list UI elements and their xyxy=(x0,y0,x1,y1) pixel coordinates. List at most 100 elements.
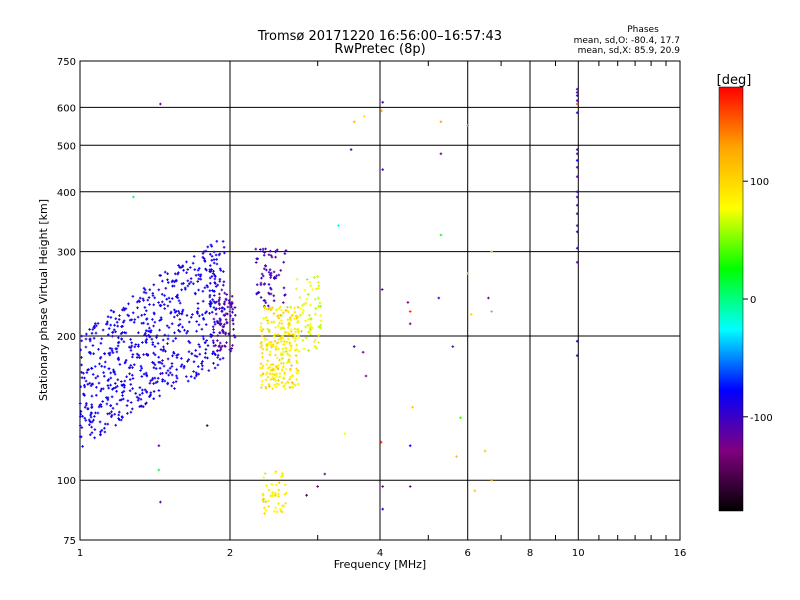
echo-point xyxy=(288,333,291,336)
echo-point xyxy=(131,355,134,359)
echo-point xyxy=(217,345,221,348)
echo-point xyxy=(284,382,287,385)
echo-point xyxy=(96,411,100,415)
echo-point xyxy=(265,363,268,366)
echo-point xyxy=(113,412,116,416)
echo-point xyxy=(178,318,182,321)
echo-point xyxy=(575,203,579,207)
echo-point xyxy=(111,334,114,338)
y-axis-ticks: 75 100 200 300 400 500 600 750 xyxy=(57,57,76,547)
echo-point xyxy=(184,288,187,291)
echo-point xyxy=(131,377,135,380)
echo-point xyxy=(192,360,196,363)
echo-point xyxy=(139,369,142,372)
echo-point xyxy=(135,352,139,356)
echo-point xyxy=(483,449,487,453)
echo-point xyxy=(213,352,216,355)
echo-point xyxy=(121,391,124,394)
echo-point xyxy=(222,280,226,284)
echo-point xyxy=(265,344,269,348)
echo-point xyxy=(257,291,261,294)
echo-point xyxy=(289,328,293,331)
echo-point xyxy=(182,282,185,285)
echo-point xyxy=(212,306,216,309)
echo-point xyxy=(146,353,150,357)
echo-point xyxy=(173,311,177,314)
echo-point xyxy=(270,321,273,324)
echo-point xyxy=(151,292,155,295)
echo-point xyxy=(408,485,412,488)
echo-point xyxy=(232,322,235,326)
echo-point xyxy=(301,339,305,342)
colorbar-tick-label: 100 xyxy=(750,177,769,188)
echo-point xyxy=(124,360,127,364)
echo-point xyxy=(115,390,118,393)
echo-point xyxy=(575,224,579,227)
echo-point xyxy=(319,319,323,322)
echo-point xyxy=(260,340,263,344)
echo-point xyxy=(212,328,215,331)
echo-point xyxy=(96,322,100,325)
echo-point xyxy=(167,373,170,377)
echo-point xyxy=(166,272,169,275)
echo-point xyxy=(259,366,262,370)
echo-point xyxy=(194,349,197,352)
echo-point xyxy=(451,345,455,348)
echo-point xyxy=(231,317,235,321)
echo-point xyxy=(152,324,155,328)
echo-point xyxy=(186,330,189,333)
echo-point xyxy=(218,331,222,335)
echo-point xyxy=(210,310,214,314)
echo-point xyxy=(161,359,164,362)
echo-point xyxy=(205,284,209,287)
y-tick-label: 100 xyxy=(57,476,76,487)
echo-point xyxy=(269,343,273,347)
echo-point xyxy=(190,316,193,319)
echo-point xyxy=(379,440,383,444)
echo-point xyxy=(157,301,160,304)
echo-point xyxy=(264,500,268,503)
echo-point xyxy=(277,492,280,496)
echo-point xyxy=(79,435,82,439)
echo-point xyxy=(212,250,216,254)
echo-point xyxy=(275,342,279,345)
echo-point xyxy=(293,383,297,387)
echo-point xyxy=(220,288,224,292)
echo-point xyxy=(319,314,323,317)
echo-point xyxy=(157,361,161,364)
echo-point xyxy=(203,260,207,263)
echo-point xyxy=(94,411,97,415)
echo-point xyxy=(131,373,134,377)
echo-point xyxy=(352,345,356,348)
echo-point xyxy=(294,337,297,340)
echo-point xyxy=(213,323,217,326)
echo-point xyxy=(575,354,579,357)
echo-point xyxy=(92,418,95,422)
echo-point xyxy=(381,485,384,488)
echo-point xyxy=(110,395,114,399)
echo-point xyxy=(136,399,140,402)
echo-point xyxy=(281,326,285,329)
echo-point xyxy=(211,325,215,329)
echo-point xyxy=(156,380,159,383)
echo-point xyxy=(201,335,205,338)
echo-point xyxy=(296,372,300,375)
echo-point xyxy=(269,249,272,253)
echo-point xyxy=(277,338,281,341)
echo-point xyxy=(277,379,280,382)
echo-point xyxy=(281,337,285,340)
echo-point xyxy=(103,365,107,369)
echo-point xyxy=(292,386,295,389)
echo-point xyxy=(157,444,161,447)
echo-point xyxy=(296,305,300,309)
echo-point xyxy=(204,323,208,326)
echo-point xyxy=(91,344,95,347)
echo-point xyxy=(270,483,273,486)
echo-point xyxy=(268,353,272,357)
echo-point xyxy=(218,280,222,283)
echo-point xyxy=(189,280,193,284)
echo-point xyxy=(128,378,132,381)
echo-point xyxy=(210,334,214,337)
echo-point xyxy=(204,348,208,351)
echo-point xyxy=(175,376,179,380)
